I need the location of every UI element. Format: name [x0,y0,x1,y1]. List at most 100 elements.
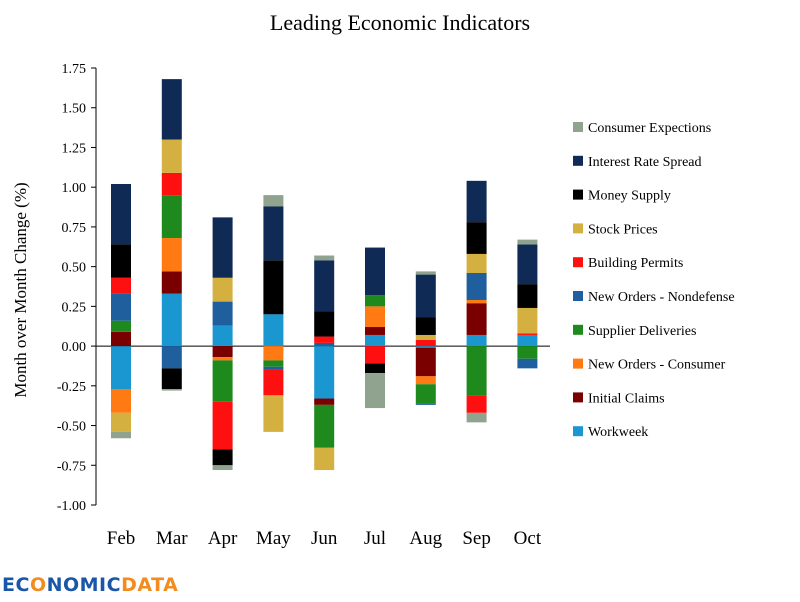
bar-segment-building-permits-feb [111,277,131,294]
bar-segment-initial-claims-aug [415,347,436,377]
x-tick-label: Mar [156,528,188,549]
bar-segment-money-supply-apr [212,449,233,466]
bar-segment-new-orders-nondefense-feb [111,293,131,321]
bar-segment-money-supply-jun [314,311,335,337]
bar-segment-building-permits-aug [415,339,436,347]
bar-segment-new-orders-consumer-aug [415,376,436,385]
bar-segment-building-permits-mar [161,172,182,196]
legend-swatch [573,257,583,268]
bar-segment-supplier-deliveries-jun [314,404,335,448]
x-axis: Feb Mar Apr May Jun Jul Aug Sep Oct [107,528,542,549]
bar-segment-workweek-feb [111,346,131,389]
bar-segment-interest-rate-spread-may [263,206,284,261]
bar-segment-money-supply-jul [365,363,385,374]
bar-segment-new-orders-nondefense-apr [212,301,233,326]
bar-segment-supplier-deliveries-oct [517,346,538,359]
bar-segment-new-orders-nondefense-sep [466,272,487,301]
x-tick-label: Jun [311,528,338,549]
bar-segment-new-orders-consumer-jul [365,306,385,328]
y-tick-label: 1.00 [62,181,87,196]
bar-segment-consumer-expections-oct [517,239,538,245]
bar-segment-consumer-expections-jun [314,255,335,261]
bar-segment-workweek-oct [517,334,538,347]
bar-segment-building-permits-apr [212,401,233,450]
y-tick-label: 1.50 [62,102,87,117]
bar-segment-stock-prices-jun [314,447,335,471]
bar-segment-workweek-jun [314,346,335,399]
bar-segment-new-orders-nondefense-may [263,366,284,370]
bar-segment-stock-prices-sep [466,253,487,273]
bar-segment-interest-rate-spread-jun [314,260,335,312]
bar-segment-new-orders-consumer-may [263,346,284,361]
y-tick-label: 1.75 [62,62,87,77]
bar-segment-initial-claims-mar [161,271,182,294]
y-tick-label: 0.25 [62,300,87,315]
bar-segment-interest-rate-spread-jul [365,247,385,296]
bar-segment-money-supply-mar [161,368,182,389]
x-tick-label: Sep [462,528,491,549]
bar-segment-initial-claims-feb [111,331,131,347]
legend-label: Interest Rate Spread [588,155,702,170]
bar-segment-new-orders-nondefense-aug [415,403,436,405]
bar-segment-workweek-mar [161,293,182,347]
bar-segment-new-orders-consumer-sep [466,300,487,304]
logo-o-globe: O [30,574,47,596]
y-tick-label: -0.50 [57,420,86,435]
bar-segment-initial-claims-sep [466,303,487,335]
y-tick-label: 1.25 [62,141,87,156]
legend-label: New Orders - Consumer [588,358,726,373]
bar-segment-workweek-sep [466,334,487,347]
stacked-bars [96,79,550,471]
bar-segment-supplier-deliveries-sep [466,346,487,396]
logo-graphic: ECONOMICDATA [2,574,178,596]
bar-segment-new-orders-nondefense-mar [161,346,182,369]
y-tick-label: -0.25 [57,380,86,395]
bar-segment-supplier-deliveries-apr [212,360,233,402]
x-tick-label: Aug [409,528,442,549]
bar-segment-stock-prices-oct [517,307,538,334]
legend-label: Workweek [588,425,648,440]
logo-ec: EC [2,574,30,596]
x-tick-label: Feb [107,528,136,549]
bar-segment-building-permits-jun [314,336,335,343]
bar-segment-building-permits-jul [365,346,385,364]
legend-swatch [573,122,583,132]
bar-segment-interest-rate-spread-mar [161,79,182,140]
bar-segment-supplier-deliveries-jul [365,295,385,307]
bar-segment-supplier-deliveries-may [263,360,284,367]
bar-segment-new-orders-consumer-apr [212,357,233,361]
x-tick-label: Oct [514,528,542,549]
legend-swatch [573,155,583,166]
legend-label: Supplier Deliveries [588,324,696,339]
bar-segment-stock-prices-may [263,395,284,432]
x-tick-label: May [256,528,291,549]
legend-label: Money Supply [588,189,671,204]
y-tick-label: -1.00 [57,499,86,514]
bar-segment-new-orders-consumer-feb [111,388,131,413]
y-axis-label: Month over Month Change (%) [11,182,30,397]
bar-segment-initial-claims-apr [212,346,233,358]
logo-wordmark: ECONOMICDATA [2,574,178,596]
bar-segment-stock-prices-apr [212,277,233,302]
x-tick-label: Jul [364,528,386,549]
legend-swatch [573,358,583,369]
bar-segment-consumer-expections-may [263,195,284,207]
bar-segment-building-permits-may [263,369,284,396]
bar-segment-consumer-expections-feb [111,431,131,439]
legend: Consumer Expections Interest Rate Spread M… [573,121,735,440]
bar-segment-workweek-aug [415,346,436,348]
y-tick-label: 0.50 [62,261,87,276]
bar-segment-supplier-deliveries-aug [415,384,436,404]
bar-segment-consumer-expections-sep [466,412,487,423]
bar-segment-consumer-expections-apr [212,465,233,471]
legend-swatch [573,392,583,403]
bar-segment-new-orders-nondefense-jun [314,342,335,347]
x-tick-label: Apr [208,528,238,549]
legend-swatch [573,426,583,437]
legend-label: Consumer Expections [588,121,711,136]
y-axis: 1.75 1.50 1.25 1.00 0.75 0.50 0.25 0.00 -0.25 -0.… [57,62,97,514]
bar-segment-new-orders-consumer-mar [161,238,182,272]
bar-segment-money-supply-feb [111,244,131,278]
bar-segment-supplier-deliveries-mar [161,195,182,239]
